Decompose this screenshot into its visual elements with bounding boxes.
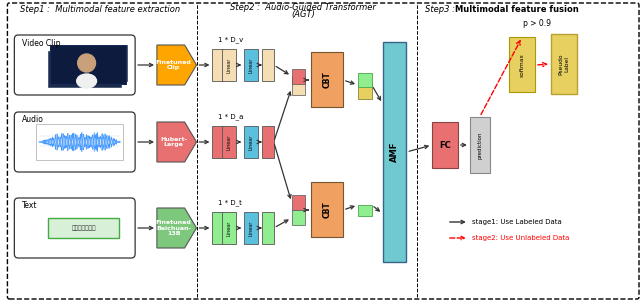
Bar [222,49,236,81]
Text: Linear: Linear [248,220,253,236]
Text: Linear: Linear [227,220,232,236]
Text: Linear: Linear [248,57,253,73]
FancyBboxPatch shape [14,112,135,172]
Bar [292,76,305,95]
Text: stage1: Use Labeled Data: stage1: Use Labeled Data [472,219,561,225]
Bar [292,195,305,210]
Bar [50,45,127,85]
Text: Video Clip: Video Clip [22,38,61,47]
Text: 全都是反对吧？: 全都是反对吧？ [72,225,96,231]
Bar [36,124,124,160]
Text: (AGT): (AGT) [291,11,316,20]
Bar [311,182,343,237]
Bar [48,51,121,87]
Text: 1 * D_a: 1 * D_a [218,114,244,120]
Bar [358,73,372,87]
Bar [262,126,274,158]
Text: prediction: prediction [477,131,482,159]
Text: softmax: softmax [520,53,525,77]
Bar [551,34,577,94]
Text: FC: FC [439,140,451,149]
Polygon shape [157,208,196,248]
Text: Finetuned
Clip: Finetuned Clip [156,60,191,70]
Bar [358,205,372,216]
Bar [212,126,224,158]
Text: Linear: Linear [227,134,232,150]
Text: Step3 :: Step3 : [425,4,458,14]
Text: AMF: AMF [390,142,399,162]
Text: 1 * D_t: 1 * D_t [218,200,242,206]
Text: Pseudo
Label: Pseudo Label [558,53,569,75]
Bar [311,52,343,107]
Text: Finetuned
Baichuan-
13B: Finetuned Baichuan- 13B [156,220,191,236]
Polygon shape [157,45,196,85]
Bar [358,83,372,99]
Bar [244,212,258,244]
Bar [244,126,258,158]
Bar [244,49,258,81]
Text: CBT: CBT [323,72,332,88]
Bar [222,212,236,244]
Polygon shape [157,122,196,162]
Bar [51,46,126,84]
Text: CBT: CBT [323,202,332,218]
Bar [292,210,305,225]
Bar [212,212,224,244]
Bar [262,49,274,81]
Bar [470,117,490,173]
FancyBboxPatch shape [8,3,639,299]
Bar [51,48,124,84]
Bar [432,122,458,168]
FancyBboxPatch shape [14,198,135,258]
Text: Audio: Audio [22,116,44,124]
Text: Step2 :  Audio-Guided Transformer: Step2 : Audio-Guided Transformer [230,4,376,13]
Text: Linear: Linear [248,134,253,150]
Bar [54,45,127,81]
Bar [292,69,305,84]
Text: stage2: Use Unlabeled Data: stage2: Use Unlabeled Data [472,235,569,241]
Text: Step1 :  Multimodal feature extraction: Step1 : Multimodal feature extraction [20,4,180,14]
Text: Linear: Linear [227,57,232,73]
Text: Text: Text [22,202,38,211]
Bar [383,42,406,262]
FancyBboxPatch shape [14,35,135,95]
Bar [509,37,535,92]
Circle shape [77,54,95,72]
Bar [48,218,119,238]
Text: p > 0.9: p > 0.9 [523,19,551,28]
Bar [212,49,224,81]
Bar [222,126,236,158]
Text: 1 * D_v: 1 * D_v [218,37,244,44]
Bar [262,212,274,244]
Ellipse shape [77,74,97,88]
Text: Hubert-
Large: Hubert- Large [160,136,188,147]
Text: Multimodal feature fusion: Multimodal feature fusion [455,4,579,14]
